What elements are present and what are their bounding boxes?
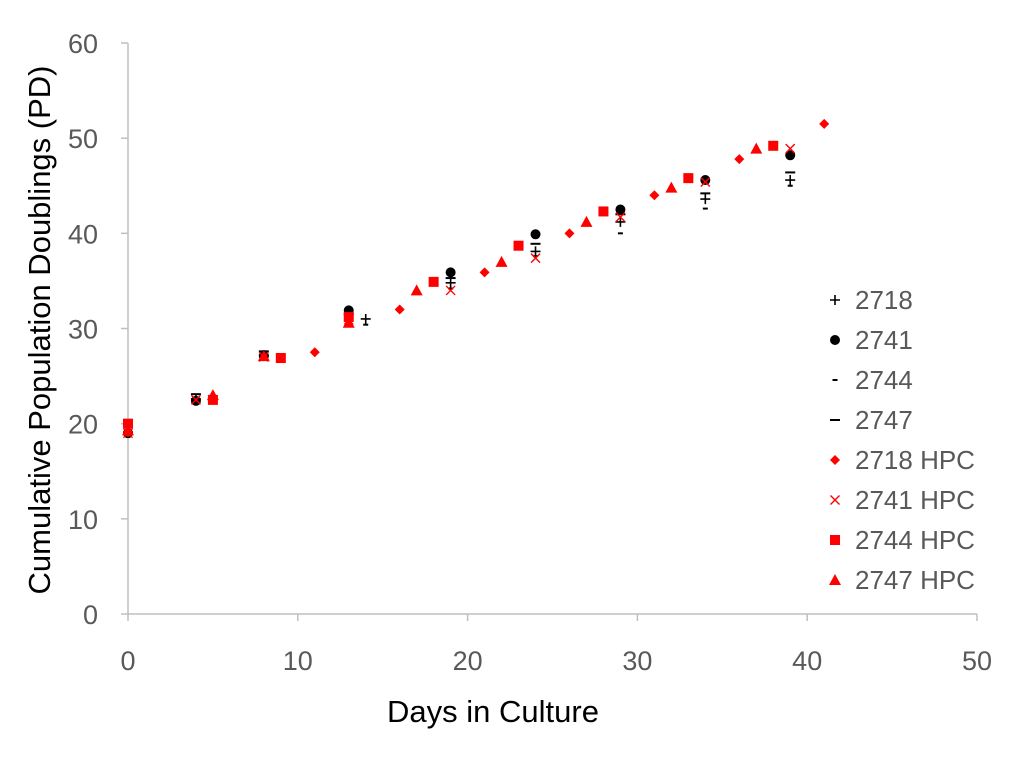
legend-label: 2718	[855, 285, 913, 315]
legend-item: 2718	[830, 285, 913, 315]
legend-marker	[830, 535, 840, 545]
y-tick-label: 50	[68, 124, 98, 154]
y-tick-label: 30	[68, 315, 98, 345]
data-point	[665, 181, 678, 193]
series-2741-hpc	[123, 143, 796, 439]
data-point	[785, 143, 796, 154]
data-point	[819, 118, 830, 129]
data-point	[734, 154, 745, 165]
series-2747	[123, 171, 796, 429]
data-point	[683, 173, 694, 184]
x-tick-label: 50	[962, 646, 992, 676]
data-point	[615, 204, 626, 215]
data-point	[190, 394, 201, 405]
x-tick-label: 0	[120, 646, 135, 676]
legend-marker	[830, 455, 840, 465]
x-tick-label: 30	[622, 646, 652, 676]
data-point	[530, 253, 541, 264]
legend-item: 2718 HPC	[830, 445, 975, 475]
legend-item: 2741 HPC	[830, 485, 975, 515]
data-point	[495, 255, 508, 267]
legend-item: 2744	[832, 365, 913, 395]
y-tick-label: 0	[83, 600, 98, 630]
legend-marker	[830, 495, 840, 505]
data-point	[275, 353, 286, 364]
data-point	[257, 350, 270, 362]
data-point	[445, 277, 456, 288]
data-point	[206, 389, 219, 401]
legend-item: 2744 HPC	[830, 525, 975, 555]
legend-label: 2741 HPC	[855, 485, 975, 515]
y-tick-label: 40	[68, 219, 98, 249]
x-axis-title: Days in Culture	[387, 694, 599, 729]
legend-label: 2718 HPC	[855, 445, 975, 475]
data-point	[513, 240, 524, 251]
legend-marker	[830, 335, 840, 345]
data-point	[342, 316, 355, 328]
data-point	[445, 285, 456, 296]
legend-label: 2744 HPC	[855, 525, 975, 555]
data-point	[445, 267, 456, 278]
data-point	[123, 418, 133, 429]
legend: 2718 2741 2744 2747 2718 HPC 2741 HPC 2744 HPC…	[829, 285, 975, 595]
data-point	[122, 424, 134, 436]
data-point	[428, 276, 439, 287]
legend-label: 2747	[855, 405, 913, 435]
legend-label: 2741	[855, 325, 913, 355]
legend-item: 2747	[830, 405, 913, 435]
data-point	[785, 175, 796, 186]
y-tick-label: 60	[68, 29, 98, 59]
data-point	[750, 142, 763, 154]
data-point	[360, 313, 371, 324]
data-point	[615, 216, 626, 227]
data-point	[598, 206, 609, 217]
data-point	[410, 284, 423, 296]
data-point	[700, 175, 711, 186]
x-tick-label: 40	[792, 646, 822, 676]
data-point	[564, 228, 575, 239]
data-point	[309, 347, 320, 358]
x-tick-label: 10	[283, 646, 313, 676]
data-point	[580, 215, 593, 227]
y-axis-title: Cumulative Population Doublings (PD)	[22, 66, 57, 595]
data-point	[530, 246, 541, 257]
y-tick-label: 20	[68, 410, 98, 440]
legend-item: 2741	[830, 325, 913, 355]
data-point	[530, 229, 541, 240]
data-point	[394, 304, 405, 315]
series-2744	[125, 184, 793, 432]
series-2741	[123, 150, 796, 439]
series-2747-hpc	[122, 142, 763, 436]
data-point	[785, 150, 796, 161]
data-point	[615, 212, 626, 223]
data-point	[649, 190, 660, 201]
data-point	[479, 267, 490, 278]
x-tick-label: 20	[453, 646, 483, 676]
legend-marker	[830, 295, 840, 305]
y-tick-label: 10	[68, 505, 98, 535]
data-point	[700, 176, 711, 187]
legend-label: 2744	[855, 365, 913, 395]
legend-label: 2747 HPC	[855, 565, 975, 595]
legend-item: 2747 HPC	[829, 565, 975, 595]
series-2718	[123, 175, 796, 438]
data-point	[700, 194, 711, 205]
series-2718-hpc	[123, 118, 830, 438]
legend-marker	[829, 574, 841, 585]
data-point	[768, 140, 779, 151]
